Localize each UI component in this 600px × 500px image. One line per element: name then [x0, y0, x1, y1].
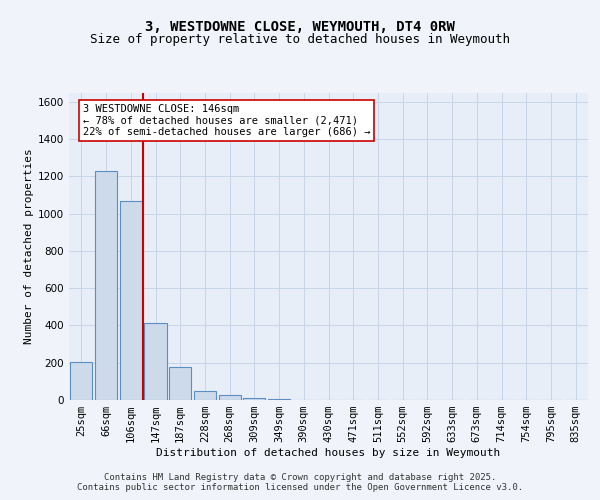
X-axis label: Distribution of detached houses by size in Weymouth: Distribution of detached houses by size … — [157, 448, 500, 458]
Bar — [243, 398, 265, 400]
Bar — [194, 390, 216, 400]
Bar — [119, 200, 142, 400]
Bar — [145, 322, 167, 400]
Text: Size of property relative to detached houses in Weymouth: Size of property relative to detached ho… — [90, 34, 510, 46]
Bar — [95, 171, 117, 400]
Y-axis label: Number of detached properties: Number of detached properties — [24, 148, 34, 344]
Bar — [169, 368, 191, 400]
Bar — [70, 362, 92, 400]
Text: 3, WESTDOWNE CLOSE, WEYMOUTH, DT4 0RW: 3, WESTDOWNE CLOSE, WEYMOUTH, DT4 0RW — [145, 20, 455, 34]
Bar — [268, 399, 290, 400]
Text: Contains HM Land Registry data © Crown copyright and database right 2025.
Contai: Contains HM Land Registry data © Crown c… — [77, 473, 523, 492]
Text: 3 WESTDOWNE CLOSE: 146sqm
← 78% of detached houses are smaller (2,471)
22% of se: 3 WESTDOWNE CLOSE: 146sqm ← 78% of detac… — [83, 104, 370, 137]
Bar — [218, 396, 241, 400]
